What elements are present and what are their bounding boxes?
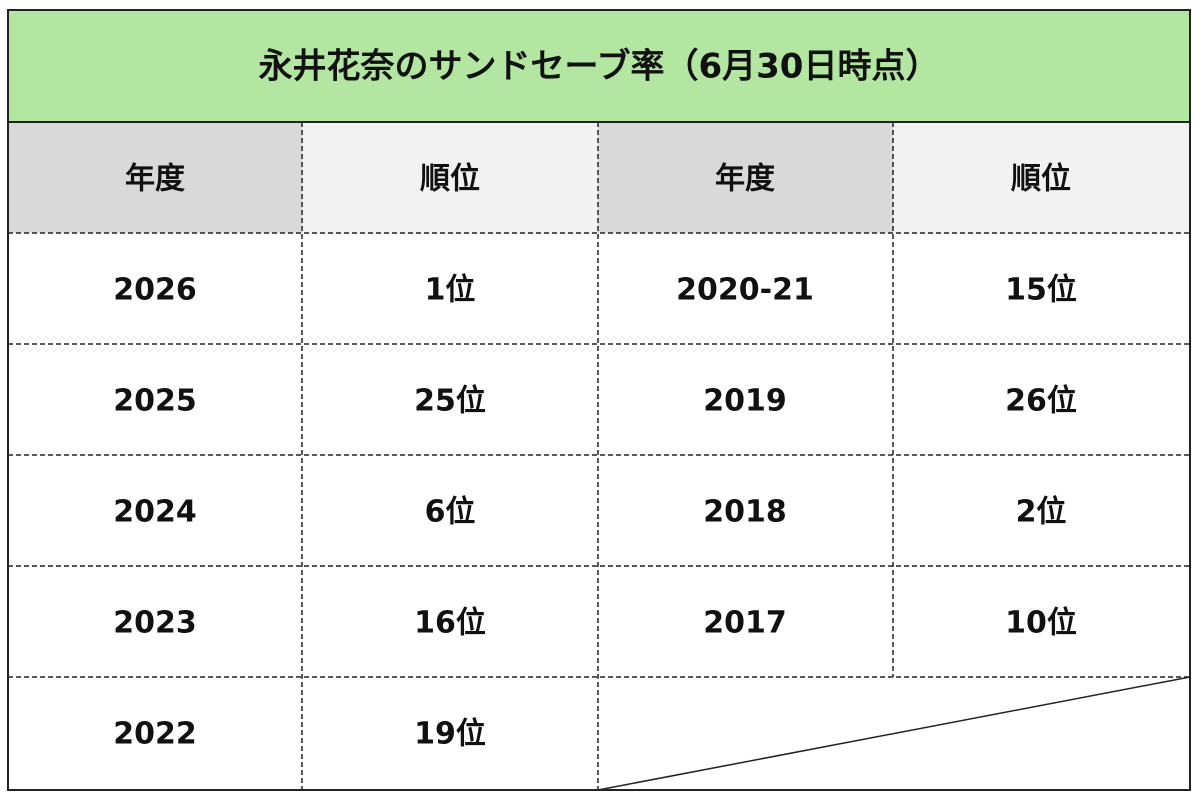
cell-text: 25位 <box>414 384 486 419</box>
title-band <box>8 10 1190 122</box>
cell-text: 26位 <box>1005 384 1077 419</box>
header-text: 年度 <box>715 162 775 197</box>
cell-text: 2017 <box>703 606 787 641</box>
header-text: 順位 <box>1011 162 1071 197</box>
cell-text: 2024 <box>113 495 197 530</box>
diagonal-slash <box>597 676 1191 791</box>
cell-text: 19位 <box>414 717 486 752</box>
header-text: 年度 <box>125 162 185 197</box>
header-cell <box>302 122 598 233</box>
cell-text: 2位 <box>1016 495 1067 530</box>
table-title: 永井花奈のサンドセーブ率（6月30日時点） <box>259 47 940 87</box>
header-cell <box>598 122 893 233</box>
outer-border <box>7 9 1191 791</box>
header-text: 順位 <box>420 162 480 197</box>
grid <box>8 122 1190 790</box>
header-cell <box>893 122 1190 233</box>
cell-text: 1位 <box>425 273 476 308</box>
header-cell <box>8 122 302 233</box>
cell-text: 10位 <box>1005 606 1077 641</box>
cell-text: 2018 <box>703 495 787 530</box>
cell-text: 2023 <box>113 606 197 641</box>
cell-text: 2022 <box>113 717 197 752</box>
cell-text: 16位 <box>414 606 486 641</box>
cell-text: 2025 <box>113 384 197 419</box>
cell-text: 2026 <box>113 273 197 308</box>
cell-text: 15位 <box>1005 273 1077 308</box>
cell-text: 2019 <box>703 384 787 419</box>
cell-text: 6位 <box>425 495 476 530</box>
cell-text: 2020-21 <box>676 273 814 308</box>
